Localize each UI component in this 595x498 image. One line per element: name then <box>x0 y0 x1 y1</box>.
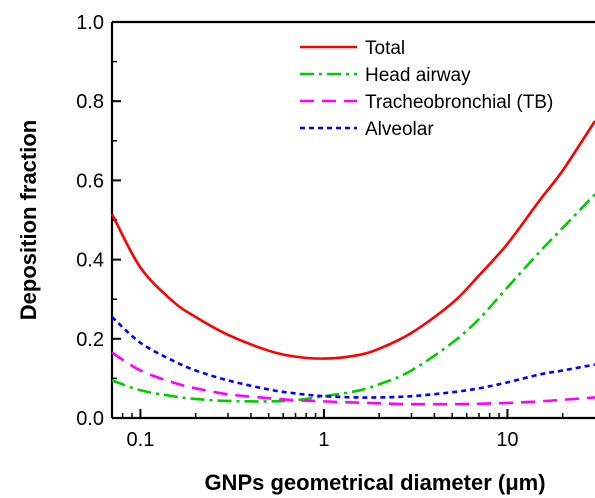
x-tick-label: 1 <box>318 429 329 451</box>
plot-area <box>110 20 595 420</box>
y-tick-label: 1.0 <box>76 12 104 34</box>
y-tick-label: 0.8 <box>76 91 104 113</box>
legend-label: Alveolar <box>365 119 434 140</box>
y-axis-title: Deposition fraction <box>16 120 41 320</box>
x-tick-label: 0.1 <box>127 429 155 451</box>
legend: Total Head airway Tracheobronchial (TB) Alv… <box>300 38 553 140</box>
series-lines <box>110 120 595 406</box>
x-tick-label: 10 <box>496 429 518 451</box>
legend-label: Head airway <box>365 65 471 86</box>
x-ticks: 0.1 1 10 <box>121 409 564 451</box>
series-line-1 <box>111 193 595 403</box>
y-tick-label: 0.0 <box>76 408 104 430</box>
x-axis-title: GNPs geometrical diameter (μm) <box>204 470 545 495</box>
series-line-2 <box>111 351 595 406</box>
series-line-3 <box>111 316 595 399</box>
y-tick-label: 0.4 <box>76 250 104 272</box>
y-tick-label: 0.6 <box>76 170 104 192</box>
legend-label: Tracheobronchial (TB) <box>365 92 553 113</box>
y-tick-label: 0.2 <box>76 329 104 351</box>
y-ticks: 0.0 0.2 0.4 0.6 0.8 1.0 <box>76 12 121 430</box>
legend-label: Total <box>365 38 405 59</box>
series-line-0 <box>110 120 595 360</box>
